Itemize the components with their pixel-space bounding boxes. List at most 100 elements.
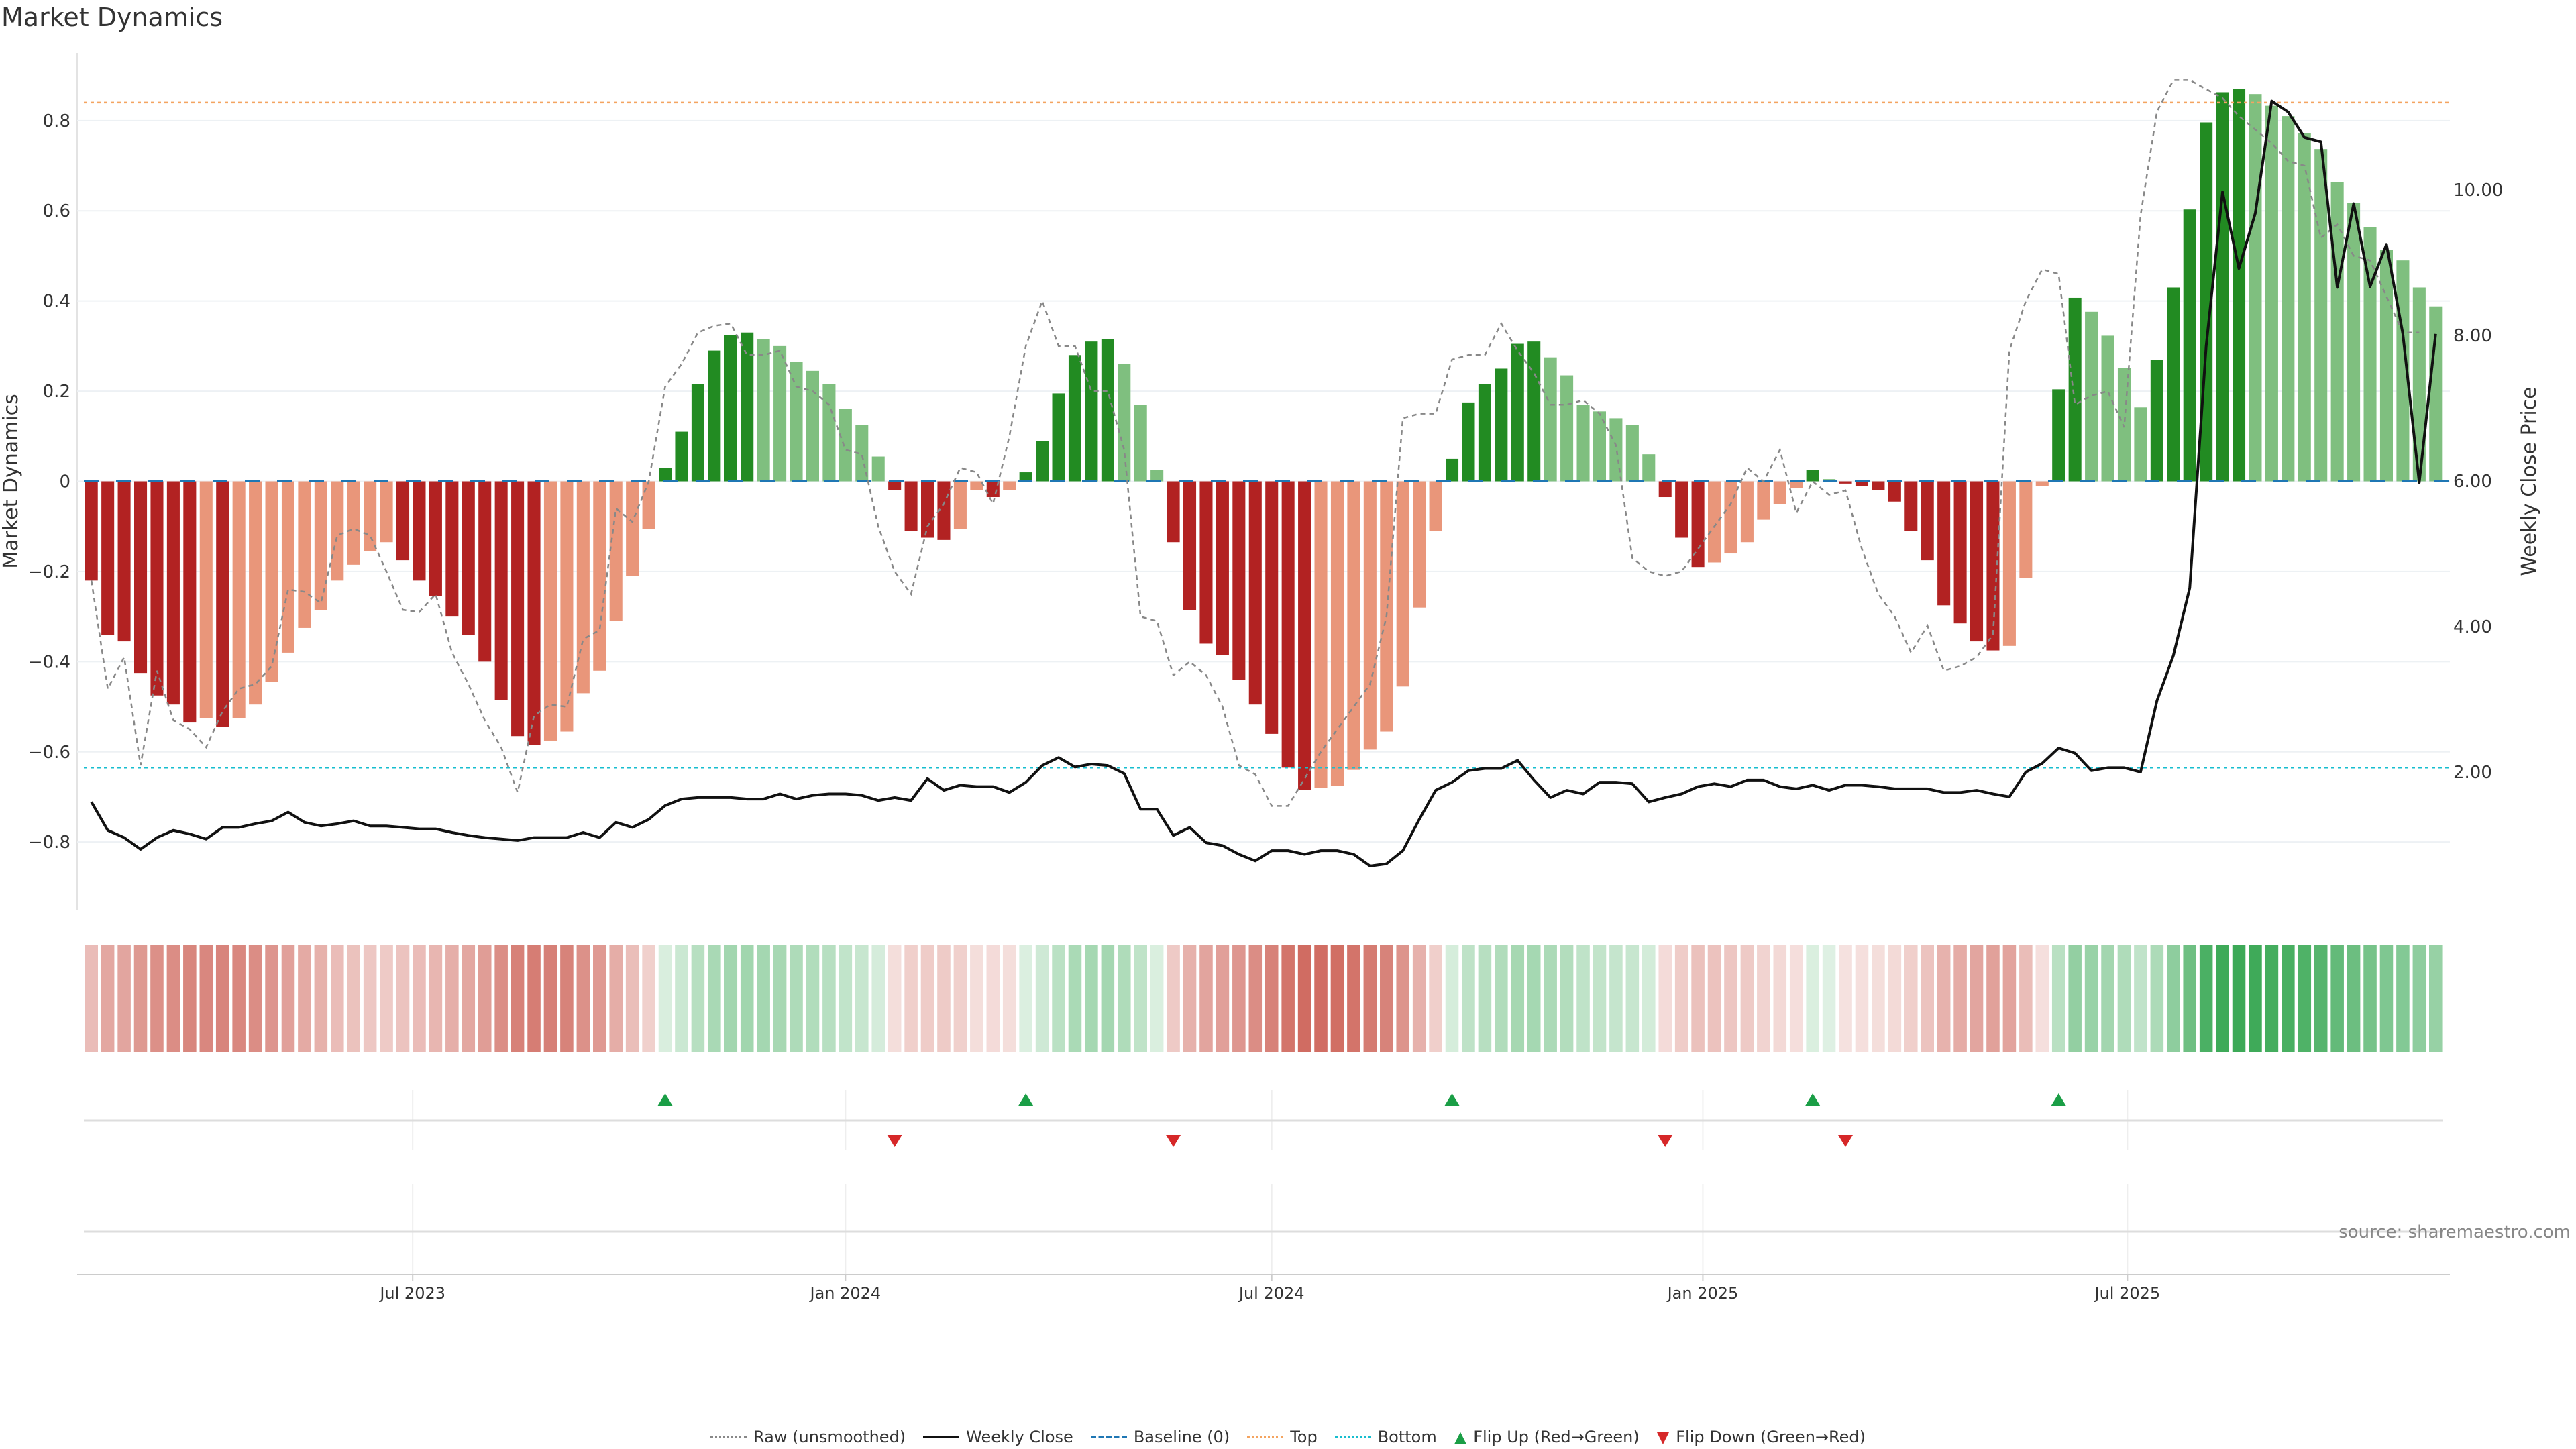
strip-cell — [1773, 945, 1787, 1052]
strip-cell — [560, 945, 574, 1052]
strip-cell — [199, 945, 213, 1052]
bar — [1986, 481, 2000, 651]
strip-cell — [2429, 945, 2443, 1052]
flip-up-marker — [1018, 1093, 1034, 1106]
strip-cell — [1806, 945, 1819, 1052]
bar — [773, 345, 787, 482]
strip-cell — [2035, 945, 2049, 1052]
bar — [1314, 481, 1328, 788]
y-tick-label: 0.8 — [43, 111, 70, 131]
bar — [1609, 418, 1623, 482]
legend-item-raw[interactable]: Raw (unsmoothed) — [710, 1428, 906, 1446]
legend-item-flip-down[interactable]: ▼ Flip Down (Green→Red) — [1657, 1428, 1866, 1446]
bar — [1232, 481, 1246, 680]
bar — [593, 481, 606, 671]
legend-item-top[interactable]: Top — [1247, 1428, 1318, 1446]
bar — [1839, 481, 1852, 484]
bar — [724, 335, 737, 482]
strip-cell — [1297, 945, 1311, 1052]
bar — [2150, 360, 2163, 482]
bar — [1544, 357, 1557, 482]
bar — [265, 481, 278, 682]
strip-cell — [1216, 945, 1230, 1052]
bar — [1790, 481, 1803, 488]
legend-item-bottom[interactable]: Bottom — [1334, 1428, 1437, 1446]
strip-cell — [1527, 945, 1541, 1052]
bar — [1658, 481, 1672, 498]
y-tick-label: −0.2 — [28, 562, 70, 582]
bar — [1068, 355, 1081, 482]
raw-line — [90, 79, 2420, 807]
bar — [1085, 341, 1098, 482]
legend-item-close[interactable]: Weekly Close — [923, 1428, 1073, 1446]
strip-cell — [1167, 945, 1180, 1052]
bar — [543, 481, 557, 741]
legend-label: Bottom — [1377, 1428, 1437, 1446]
bar — [2068, 297, 2082, 482]
strip-cell — [133, 945, 148, 1052]
strip-cell — [478, 945, 492, 1052]
bar — [2035, 481, 2049, 486]
y2-tick-label: 4.00 — [2453, 617, 2492, 637]
bar — [1429, 481, 1442, 531]
strip-cell — [85, 945, 98, 1052]
bar — [2101, 335, 2114, 482]
strip-cell — [2298, 945, 2312, 1052]
strip-cell — [806, 945, 820, 1052]
strip-cell — [1150, 945, 1164, 1052]
close-swatch-icon — [923, 1436, 960, 1438]
strip-cell — [1347, 945, 1360, 1052]
bar — [85, 481, 98, 581]
strip-cell — [970, 945, 983, 1052]
bar — [1134, 405, 1147, 482]
strip-cell — [2183, 945, 2196, 1052]
bar — [281, 481, 294, 653]
legend-label: Weekly Close — [966, 1428, 1073, 1446]
strip-cell — [2412, 945, 2426, 1052]
flip-down-marker — [1838, 1135, 1854, 1147]
bar — [871, 456, 885, 482]
x-tick-label: Jul 2023 — [378, 1284, 445, 1303]
strip-cell — [790, 945, 803, 1052]
strip-cell — [1199, 945, 1213, 1052]
bar — [134, 481, 148, 674]
legend-item-baseline[interactable]: Baseline (0) — [1090, 1428, 1230, 1446]
strip-cell — [2216, 945, 2229, 1052]
flip-up-marker — [2051, 1093, 2066, 1106]
strip-cell — [1511, 945, 1525, 1052]
baseline-swatch-icon — [1090, 1436, 1127, 1438]
bar — [429, 481, 442, 596]
strip-cell — [380, 945, 393, 1052]
strip-cell — [2314, 945, 2328, 1052]
strip-cell — [117, 945, 131, 1052]
bar — [1625, 425, 1639, 482]
strip-cell — [298, 945, 311, 1052]
strip-cell — [2379, 945, 2394, 1052]
bar — [183, 481, 197, 723]
legend-item-flip-up[interactable]: ▲ Flip Up (Red→Green) — [1454, 1428, 1640, 1446]
strip-cell — [511, 945, 525, 1052]
bar — [1413, 481, 1426, 608]
x-tick-label: Jul 2025 — [2094, 1284, 2161, 1303]
raw-swatch-icon — [710, 1436, 747, 1438]
y-tick-label: −0.6 — [28, 743, 70, 763]
bar — [1199, 481, 1213, 644]
strip-cell — [2265, 945, 2279, 1052]
strip-cell — [2150, 945, 2164, 1052]
bar — [1675, 481, 1688, 538]
strip-cell — [331, 945, 344, 1052]
strip-cell — [920, 945, 934, 1052]
flip-down-marker — [887, 1135, 902, 1147]
strip-cell — [593, 945, 606, 1052]
bar — [1478, 384, 1491, 482]
bar — [1347, 481, 1360, 770]
triangle-up-icon: ▲ — [1454, 1428, 1467, 1446]
bar — [1118, 364, 1131, 482]
strip-cell — [2232, 945, 2246, 1052]
bar — [1806, 470, 1819, 482]
y2-tick-label: 6.00 — [2453, 472, 2492, 492]
strip-cell — [1642, 945, 1656, 1052]
bar — [2052, 389, 2065, 482]
bar — [445, 481, 459, 617]
strip-cell — [2134, 945, 2147, 1052]
